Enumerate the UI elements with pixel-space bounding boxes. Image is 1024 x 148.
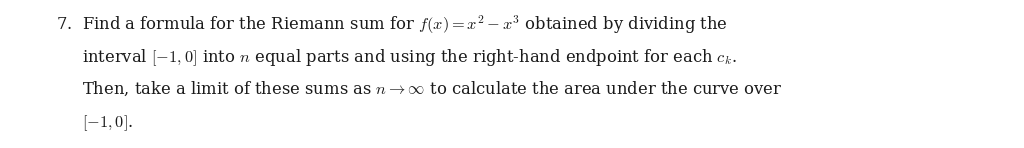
Text: $[-1, 0]$.: $[-1, 0]$.: [56, 113, 133, 133]
Text: Then, take a limit of these sums as $n \to \infty$ to calculate the area under t: Then, take a limit of these sums as $n \…: [56, 80, 782, 98]
Text: interval $[-1, 0]$ into $n$ equal parts and using the right-hand endpoint for ea: interval $[-1, 0]$ into $n$ equal parts …: [56, 47, 737, 68]
Text: 7.  Find a formula for the Riemann sum for $f(x) = x^2 - x^3$ obtained by dividi: 7. Find a formula for the Riemann sum fo…: [56, 13, 728, 36]
